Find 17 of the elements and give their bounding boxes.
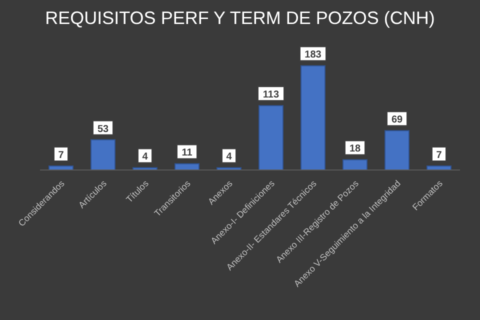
- bar: [342, 159, 368, 170]
- data-label: 53: [97, 124, 109, 135]
- bar: [258, 105, 284, 170]
- data-label: 183: [304, 50, 322, 61]
- data-label: 4: [142, 152, 148, 163]
- bar: [90, 139, 116, 170]
- bar: [384, 130, 410, 170]
- data-label: 11: [182, 148, 193, 159]
- data-label: 4: [226, 152, 232, 163]
- chart-title: REQUISITOS PERF Y TERM DE POZOS (CNH): [44, 7, 436, 30]
- bar: [300, 65, 326, 170]
- data-label: 69: [391, 114, 403, 126]
- data-label: 7: [58, 150, 64, 162]
- bar: [174, 163, 200, 170]
- data-label: 18: [349, 144, 361, 155]
- data-label: 7: [436, 150, 442, 162]
- data-label: 113: [262, 90, 280, 101]
